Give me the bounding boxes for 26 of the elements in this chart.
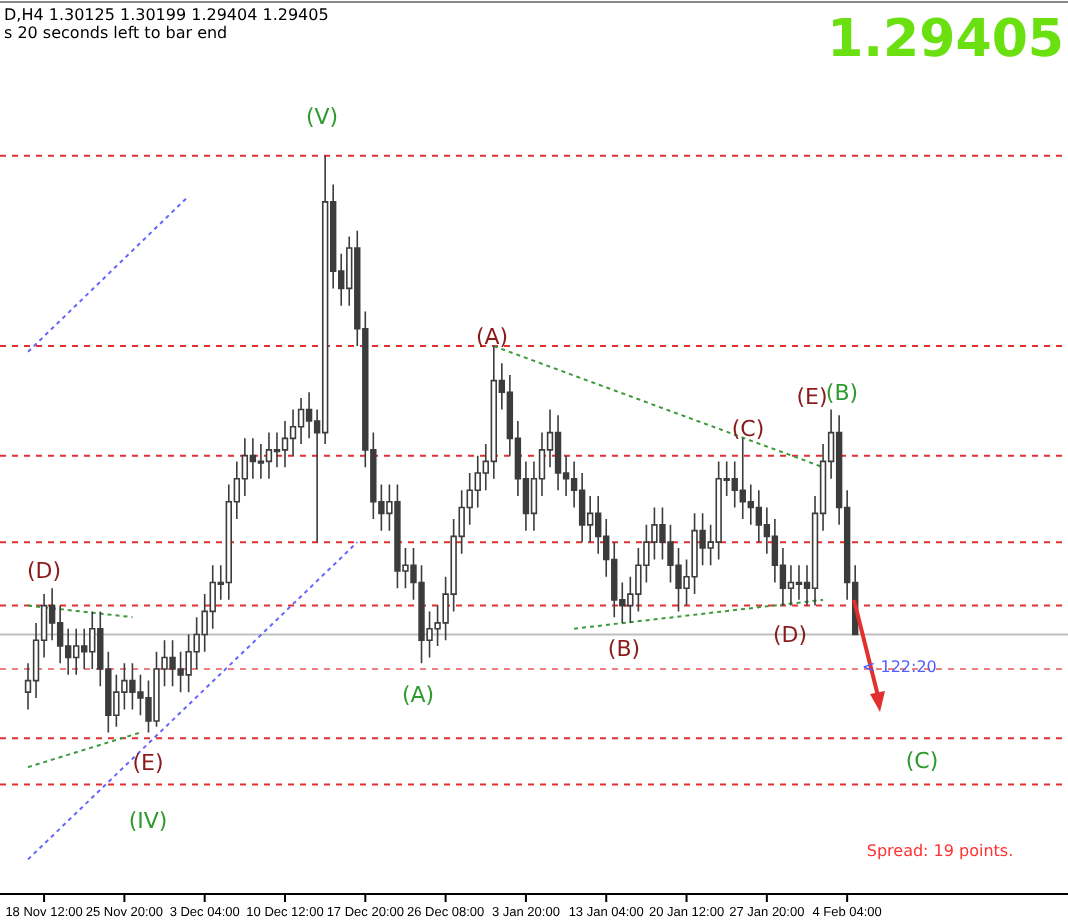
annotation: (B) bbox=[825, 380, 859, 406]
annotation: (D) bbox=[772, 622, 808, 648]
annotation: (A) bbox=[401, 682, 435, 708]
candlestick bbox=[265, 431, 273, 480]
text: (E) bbox=[132, 750, 164, 776]
text: D,H4 1.30125 1.30199 1.29404 1.29405 bbox=[4, 6, 329, 24]
candlestick bbox=[795, 564, 803, 601]
text: (IV) bbox=[128, 808, 168, 834]
candlestick bbox=[739, 437, 746, 520]
text: s 20 seconds left to bar end bbox=[4, 24, 228, 42]
candlestick bbox=[73, 627, 80, 676]
candlestick bbox=[394, 483, 401, 590]
candlestick bbox=[554, 414, 562, 492]
candlestick bbox=[715, 460, 722, 561]
text: (V) bbox=[305, 104, 339, 130]
text: (C) bbox=[905, 748, 939, 774]
annotation: (D) bbox=[26, 558, 62, 584]
annotation: (C) bbox=[731, 416, 765, 442]
text: 1.29405 bbox=[827, 10, 1064, 70]
text: Spread: 19 points. bbox=[866, 842, 1014, 860]
candlestick bbox=[169, 639, 176, 688]
annotation: < 122:20 bbox=[862, 658, 937, 677]
candlestick bbox=[129, 662, 136, 711]
annotation: (E) bbox=[796, 384, 828, 410]
annotation: (B) bbox=[607, 636, 641, 662]
annotation: (A) bbox=[475, 324, 509, 350]
